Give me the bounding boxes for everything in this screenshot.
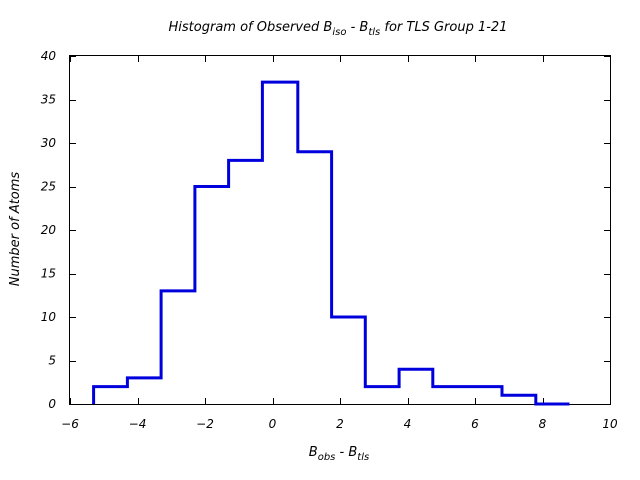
title-text-3: for TLS Group 1-21 — [380, 20, 507, 35]
xlabel-subscript-1: obs — [318, 452, 336, 463]
x-tick-label: 2 — [336, 417, 344, 431]
axis-tick-labels: −6 −4 −2 0 2 4 6 8 10 0 5 10 15 20 25 30 35 40 — [41, 49, 618, 431]
y-tick-label: 0 — [48, 397, 56, 411]
y-tick-label: 10 — [41, 310, 57, 324]
title-text-2: - B — [346, 20, 368, 35]
xlabel-text-1: B — [309, 445, 318, 460]
y-tick-label: 25 — [41, 180, 56, 194]
plot-frame — [69, 55, 611, 405]
y-tick-label: 30 — [41, 136, 57, 150]
title-subscript-2: tls — [368, 27, 380, 38]
title-subscript-1: iso — [332, 27, 346, 38]
y-tick-label: 20 — [41, 223, 57, 237]
axis-ticks — [70, 56, 611, 405]
y-tick-label: 5 — [48, 354, 56, 368]
x-tick-label: 4 — [404, 417, 412, 431]
x-tick-label: −4 — [129, 417, 147, 431]
y-axis-label: Number of Atoms — [8, 172, 23, 287]
x-axis-label: Bobs - Btls — [309, 445, 369, 463]
xlabel-subscript-2: tls — [357, 452, 369, 463]
x-tick-label: −2 — [196, 417, 214, 431]
y-tick-label: 35 — [41, 93, 56, 107]
x-tick-label: 10 — [602, 417, 618, 431]
xlabel-text-2: - B — [335, 445, 357, 460]
y-tick-label: 40 — [41, 49, 57, 63]
x-tick-label: 8 — [539, 417, 547, 431]
chart-title: Histogram of Observed Biso - Btls for TL… — [169, 20, 508, 38]
x-tick-label: 0 — [269, 417, 277, 431]
y-tick-label: 15 — [41, 267, 56, 281]
x-tick-label: 6 — [471, 417, 479, 431]
x-tick-label: −6 — [61, 417, 79, 431]
title-text-1: Histogram of Observed B — [169, 20, 333, 35]
histogram-series-line — [92, 80, 570, 406]
